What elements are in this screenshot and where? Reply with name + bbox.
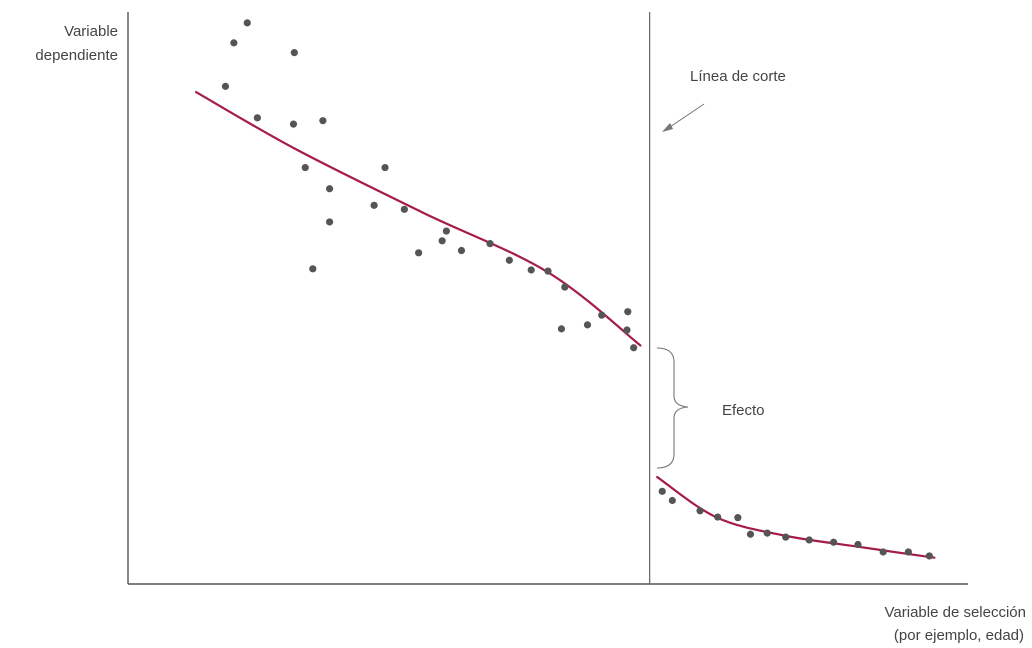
data-point-right-7 [763,529,771,537]
data-point-left-10 [326,218,334,226]
data-point-right-4 [714,513,722,521]
data-point-right-14 [925,552,933,560]
x-axis-label-line-1: Variable de selección [885,604,1026,621]
cutoff-arrowhead-icon [662,123,673,132]
fit-curve-left [194,90,642,347]
data-point-left-9 [301,163,309,172]
data-point-left-11 [309,265,317,273]
data-point-right-13 [904,548,912,556]
data-point-right-11 [854,540,862,549]
data-point-left-28 [623,326,631,334]
effect-annotation: Efecto [722,402,765,419]
data-point-left-17 [438,237,446,245]
data-point-right-12 [879,548,887,556]
data-point-left-2 [230,39,238,47]
data-point-right-9 [805,536,813,544]
data-point-left-22 [544,267,552,275]
y-axis-label-line-1: Variable [64,23,118,40]
data-point-left-27 [624,308,632,316]
data-point-left-1 [221,82,230,90]
data-point-left-16 [442,227,450,235]
data-point-left-3 [243,19,251,27]
data-point-right-1 [658,487,666,495]
data-point-left-7 [319,117,327,125]
data-point-left-25 [583,321,592,329]
data-point-left-6 [289,120,298,128]
data-point-left-12 [370,201,378,209]
data-point-right-6 [746,530,755,538]
data-point-left-18 [457,246,466,255]
data-point-left-4 [253,114,261,122]
data-point-left-8 [326,185,334,193]
data-point-left-5 [290,49,298,57]
data-point-left-21 [527,266,535,274]
data-point-right-10 [830,538,838,546]
fit-curve-right [656,475,936,559]
data-point-right-8 [782,533,790,541]
data-point-right-5 [734,514,742,522]
effect-brace [656,347,689,469]
x-axis-label-line-2: (por ejemplo, edad) [894,627,1024,644]
data-point-left-15 [415,249,423,257]
data-point-left-24 [557,325,566,333]
data-point-right-2 [668,496,676,505]
data-point-left-26 [598,311,606,319]
data-point-left-19 [486,240,494,248]
scatter-points [221,19,933,560]
data-point-left-14 [400,205,408,213]
data-point-left-29 [630,344,638,352]
data-point-left-23 [561,283,569,291]
y-axis-label-line-2: dependiente [35,47,118,64]
fit-curves [194,90,936,559]
data-point-left-13 [381,163,389,172]
cutoff-annotation: Línea de corte [690,68,786,85]
data-point-right-3 [696,507,704,515]
data-point-left-20 [505,256,513,264]
